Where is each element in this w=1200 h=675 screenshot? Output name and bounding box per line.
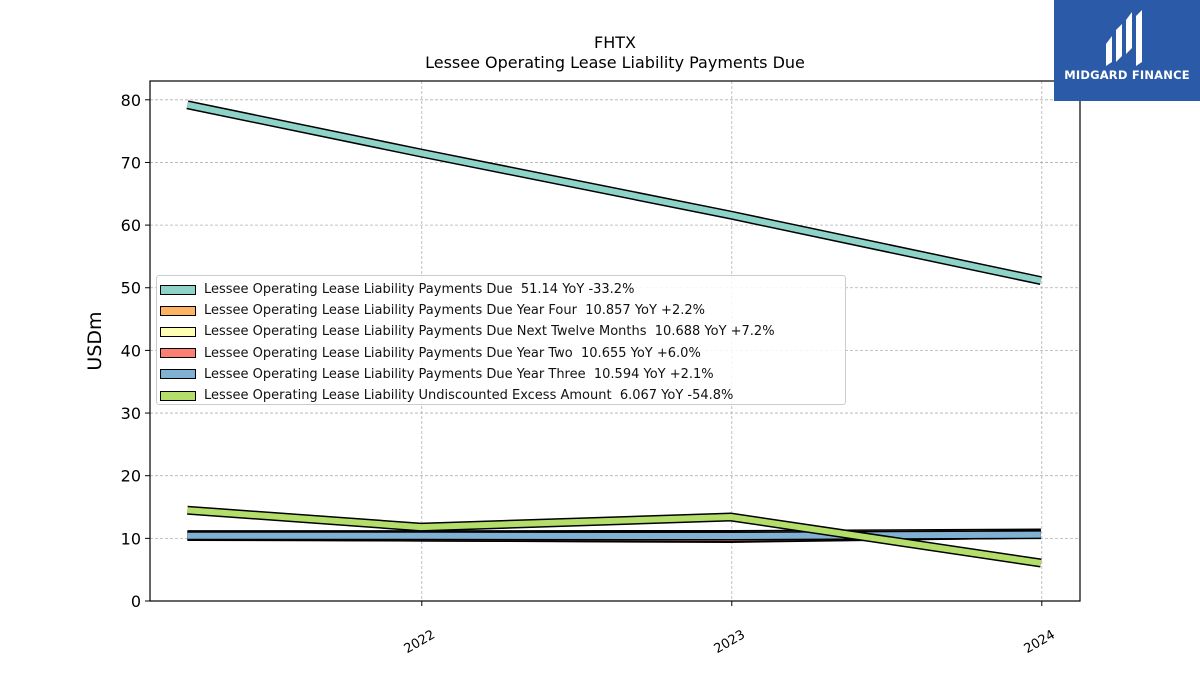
y-tick-label: 20 (121, 467, 141, 486)
y-tick-label: 60 (121, 216, 141, 235)
series-line (186, 101, 1042, 284)
y-tick-label: 80 (121, 91, 141, 110)
legend-swatch (160, 348, 196, 359)
legend-label: Lessee Operating Lease Liability Payment… (204, 324, 775, 340)
chart-subtitle: Lessee Operating Lease Liability Payment… (425, 53, 805, 72)
legend-item: Lessee Operating Lease Liability Undisco… (157, 385, 845, 406)
y-tick-label: 10 (121, 529, 141, 548)
legend-label: Lessee Operating Lease Liability Payment… (204, 345, 701, 361)
legend-label: Lessee Operating Lease Liability Payment… (204, 303, 705, 319)
logo-mark-icon (1106, 10, 1142, 66)
legend-item: Lessee Operating Lease Liability Payment… (157, 279, 845, 300)
chart-title: FHTX (594, 33, 636, 52)
x-tick-label: 2023 (712, 627, 748, 657)
legend-swatch (160, 305, 196, 316)
legend-swatch (160, 369, 196, 380)
legend-label: Lessee Operating Lease Liability Payment… (204, 282, 635, 298)
y-tick-label: 50 (121, 279, 141, 298)
x-tick-label: 2024 (1022, 627, 1058, 657)
legend-item: Lessee Operating Lease Liability Payment… (157, 321, 845, 342)
series-line (187, 531, 1041, 540)
y-tick-label: 40 (121, 341, 141, 360)
y-tick-label: 70 (121, 153, 141, 172)
legend-item: Lessee Operating Lease Liability Payment… (157, 300, 845, 321)
legend-swatch (160, 284, 196, 295)
legend-swatch (160, 390, 196, 401)
plot-frame (149, 80, 1081, 602)
logo-text: MIDGARD FINANCE (1064, 68, 1190, 82)
y-axis-label: USDm (84, 311, 106, 370)
series-line (187, 507, 1042, 566)
legend-item: Lessee Operating Lease Liability Payment… (157, 343, 845, 364)
y-tick-label: 0 (131, 592, 141, 611)
legend-swatch (160, 326, 196, 337)
brand-logo: MIDGARD FINANCE (1054, 0, 1200, 101)
legend-label: Lessee Operating Lease Liability Undisco… (204, 388, 734, 404)
legend-item: Lessee Operating Lease Liability Payment… (157, 364, 845, 385)
chart-legend: Lessee Operating Lease Liability Payment… (156, 275, 846, 405)
y-tick-label: 30 (121, 404, 141, 423)
x-tick-label: 2022 (402, 627, 438, 657)
legend-label: Lessee Operating Lease Liability Payment… (204, 366, 714, 382)
